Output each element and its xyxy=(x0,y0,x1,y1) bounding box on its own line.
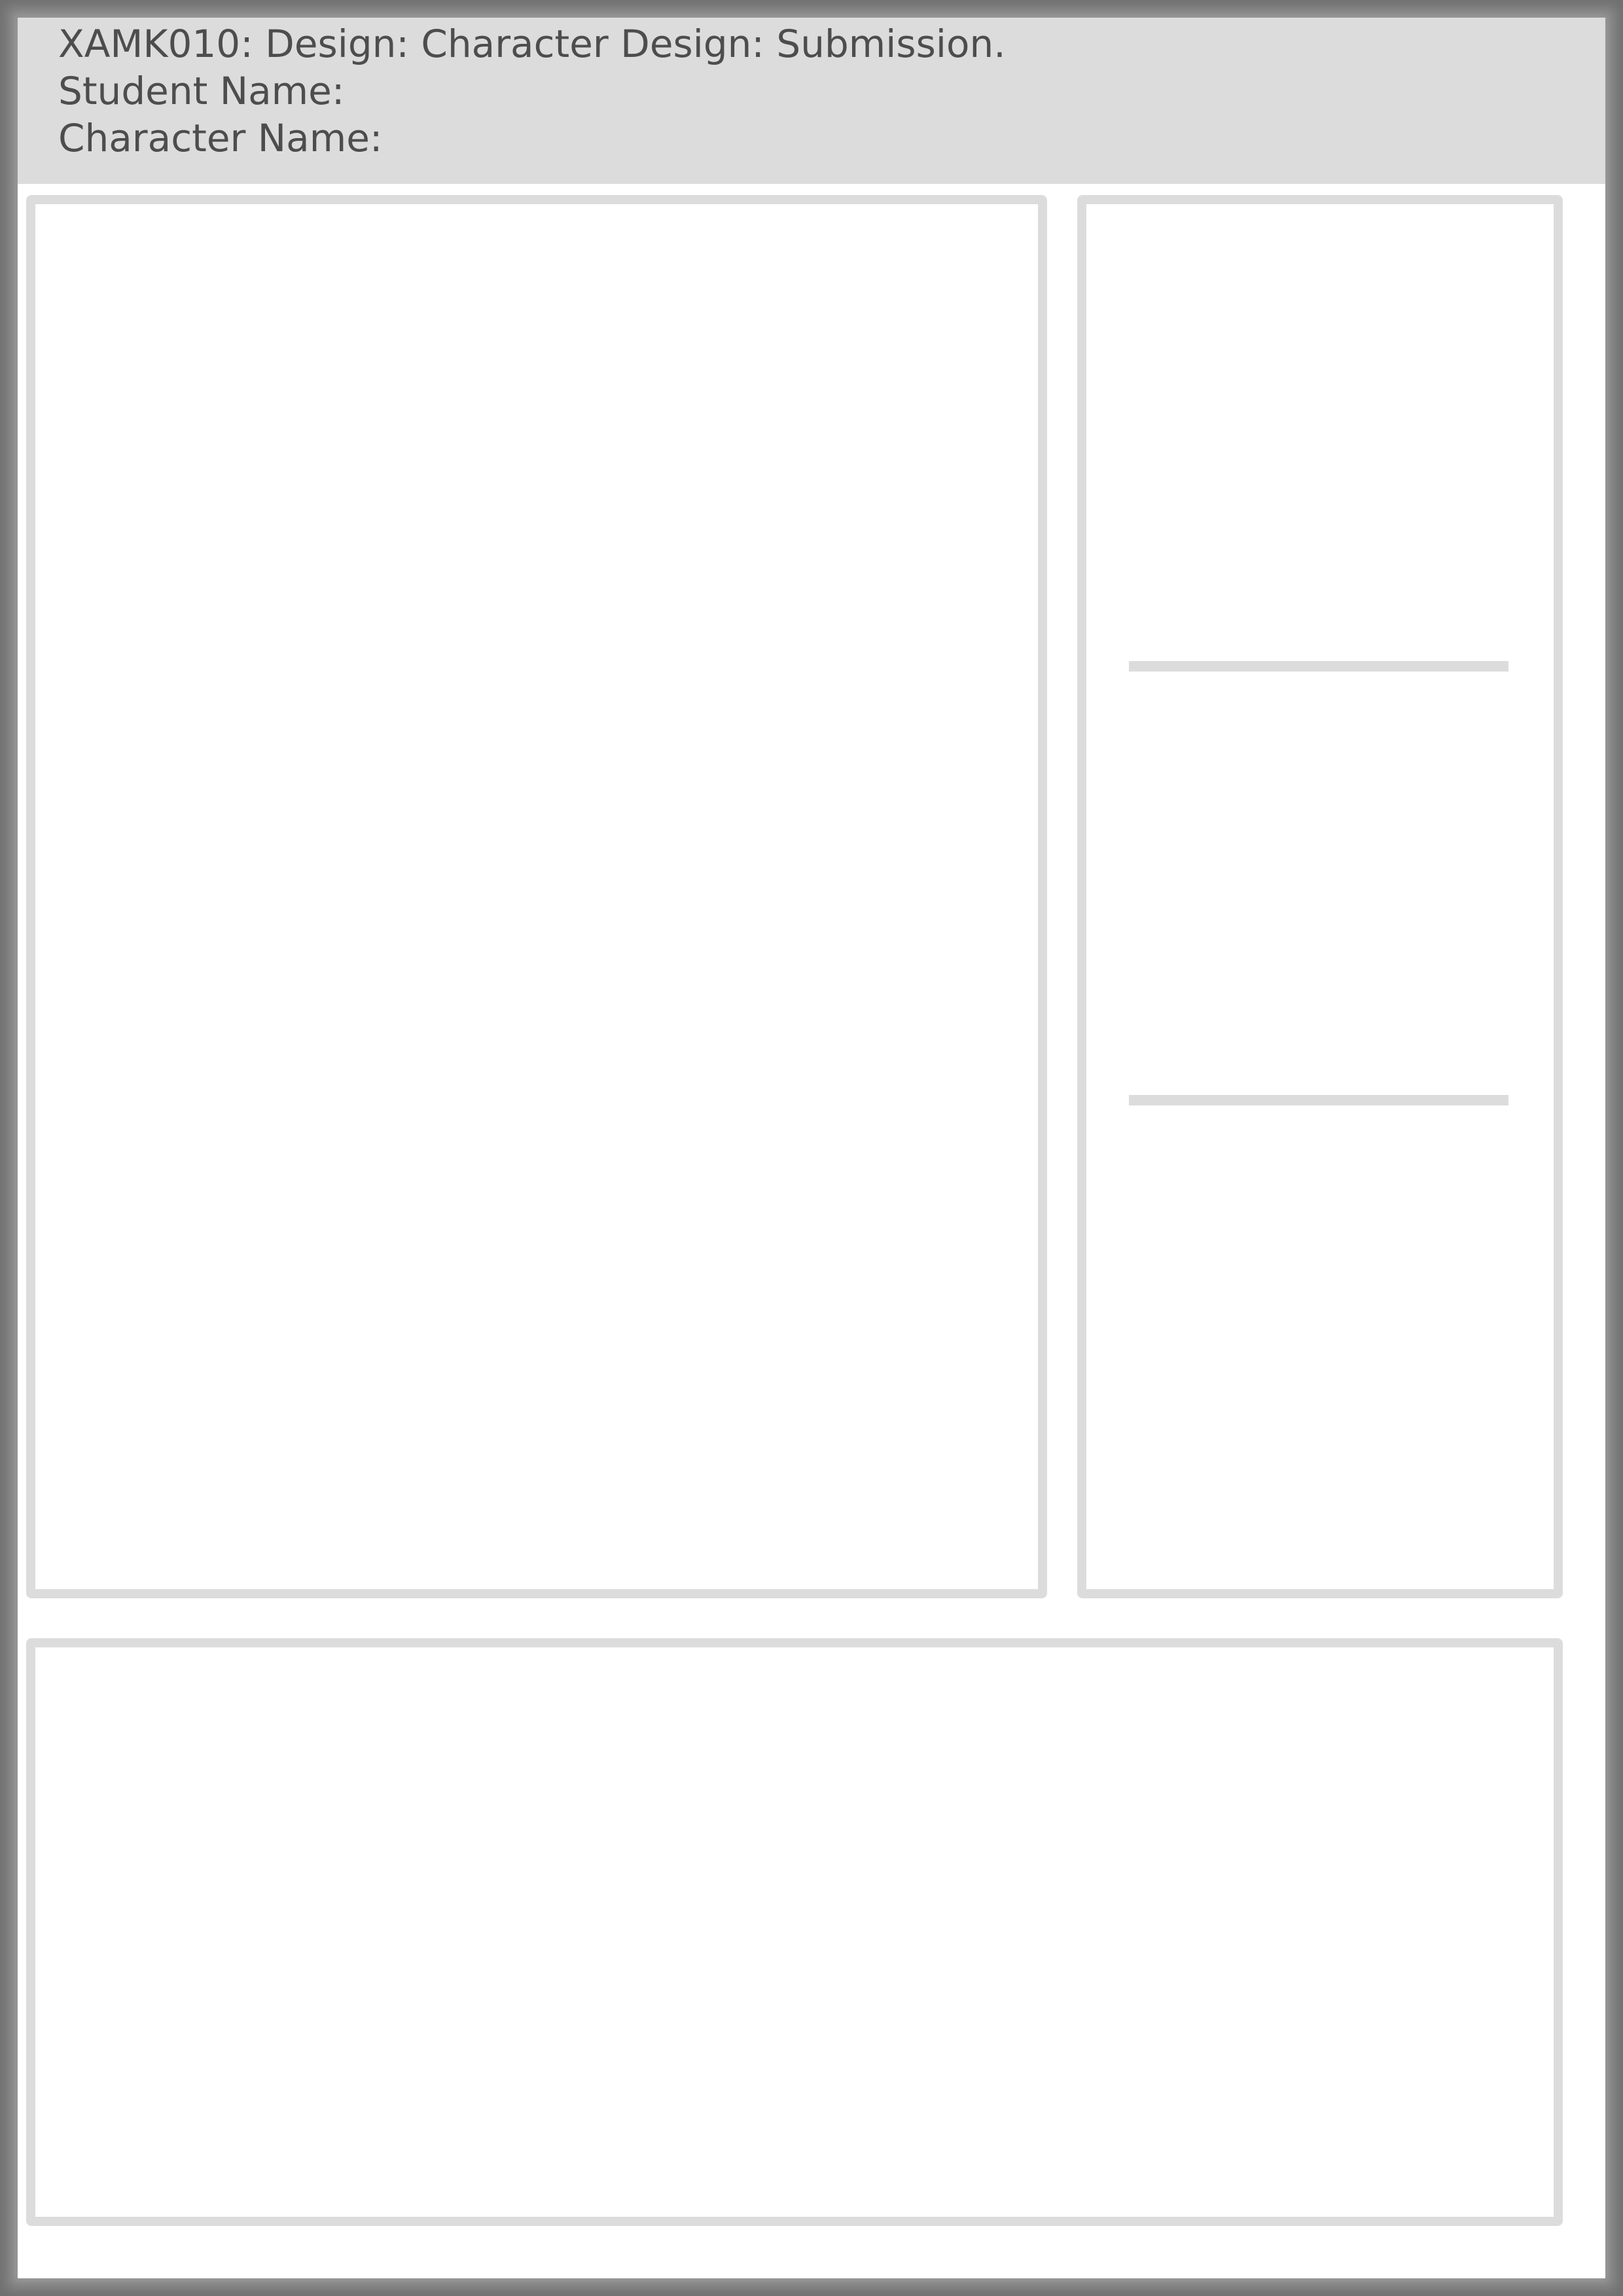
side-panel xyxy=(1077,195,1563,1598)
side-panel-divider-upper xyxy=(1129,661,1508,672)
header-band: XAMK010: Design: Character Design: Submi… xyxy=(18,18,1605,184)
student-name-label: Student Name: xyxy=(58,69,345,113)
character-name-label: Character Name: xyxy=(58,116,383,160)
sheet-title: XAMK010: Design: Character Design: Submi… xyxy=(58,22,1006,66)
main-artwork-panel xyxy=(26,195,1047,1598)
side-panel-divider-lower xyxy=(1129,1095,1508,1105)
bottom-panel xyxy=(26,1638,1563,2226)
